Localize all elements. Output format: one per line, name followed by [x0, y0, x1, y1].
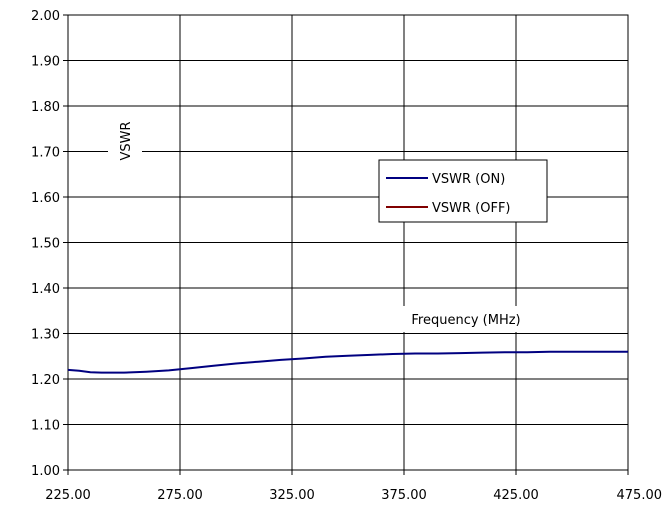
- y-tick-label: 1.10: [31, 419, 60, 434]
- x-tick-label: 275.00: [157, 488, 203, 503]
- y-tick-label: 2.00: [31, 9, 60, 24]
- x-tick-label: 225.00: [45, 488, 91, 503]
- y-tick-label: 1.70: [31, 146, 60, 161]
- y-tick-label: 1.20: [31, 373, 60, 388]
- y-tick-label: 1.90: [31, 55, 60, 70]
- series-line-vswr-on: [67, 350, 628, 374]
- x-tick-label: 425.00: [493, 488, 539, 503]
- y-tick-label: 1.40: [31, 282, 60, 297]
- y-tick-label: 1.50: [31, 237, 60, 252]
- legend-box: [378, 159, 548, 223]
- legend-label-vswr-off: VSWR (OFF): [432, 201, 511, 216]
- x-tick-label: 375.00: [381, 488, 427, 503]
- y-tick-label: 1.00: [31, 464, 60, 479]
- x-tick-label: 475.00: [617, 488, 663, 503]
- axis-ticks: [63, 14, 629, 475]
- y-tick-label: 1.30: [31, 328, 60, 343]
- y-axis-title-group: VSWR: [108, 112, 142, 170]
- x-axis-title-group: Frequency (MHz): [390, 306, 542, 332]
- x-tick-label: 325.00: [269, 488, 315, 503]
- series-layer: [67, 350, 628, 374]
- y-tick-label: 1.80: [31, 100, 60, 115]
- legend: VSWR (ON) VSWR (OFF): [378, 159, 548, 223]
- y-tick-labels: 1.00 1.10 1.20 1.30 1.40 1.50 1.60 1.70 1.80 1.90…: [31, 9, 60, 479]
- x-tick-labels: 225.00 275.00 325.00 375.00 425.00 475.00: [45, 488, 662, 503]
- x-axis-title: Frequency (MHz): [411, 313, 520, 328]
- y-axis-title: VSWR: [119, 121, 134, 160]
- legend-label-vswr-on: VSWR (ON): [432, 172, 505, 187]
- y-tick-label: 1.60: [31, 191, 60, 206]
